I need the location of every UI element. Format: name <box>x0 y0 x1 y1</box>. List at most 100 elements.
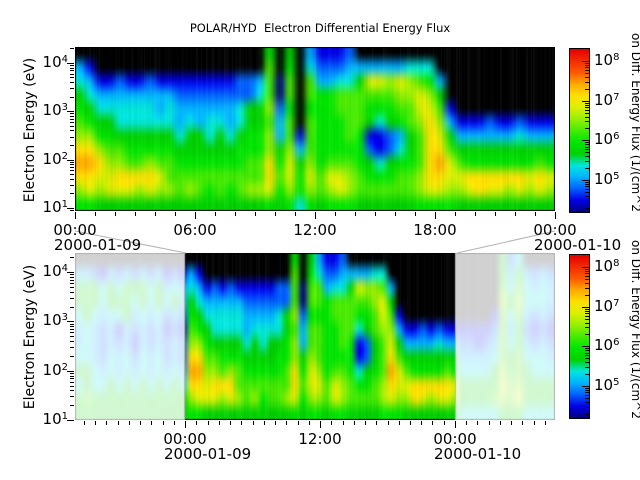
x-major-tick <box>75 212 76 219</box>
x-tick-date-label: 2000-01-09 <box>54 236 142 254</box>
x-minor-tick <box>208 421 209 425</box>
y-minor-tick <box>70 170 74 171</box>
x-major-tick <box>435 212 436 219</box>
y-minor-tick <box>70 324 74 325</box>
y-minor-tick <box>70 292 74 293</box>
y-minor-tick <box>70 274 74 275</box>
x-minor-tick <box>175 212 176 216</box>
x-minor-tick <box>295 212 296 216</box>
y-minor-tick <box>70 145 74 146</box>
y-minor-tick <box>70 341 74 342</box>
y-minor-tick <box>70 164 74 165</box>
x-minor-tick <box>415 212 416 216</box>
colorbar-tick-label: 105 <box>594 170 620 188</box>
x-tick-time-label: 00:00 <box>433 430 477 448</box>
x-tick-time-label: 12:00 <box>298 430 342 448</box>
y-minor-tick <box>70 356 74 357</box>
y-minor-tick <box>70 130 74 131</box>
y-minor-tick <box>70 82 74 83</box>
x-minor-tick <box>298 421 299 425</box>
y-major-tick <box>67 420 74 421</box>
y-minor-tick <box>70 162 74 163</box>
x-minor-tick <box>522 421 523 425</box>
x-minor-tick <box>475 212 476 216</box>
bottom-colorbar-canvas <box>570 255 589 418</box>
x-tick-time-label: 00:00 <box>533 221 577 239</box>
x-minor-tick <box>399 421 400 425</box>
x-minor-tick <box>545 421 546 425</box>
x-minor-tick <box>410 421 411 425</box>
x-minor-tick <box>230 421 231 425</box>
x-tick-time-label: 18:00 <box>413 221 457 239</box>
y-minor-tick <box>70 326 74 327</box>
bottom-spectrogram-canvas <box>75 253 555 420</box>
right-connector-line <box>456 230 556 254</box>
x-major-tick <box>195 212 196 219</box>
x-minor-tick <box>455 212 456 216</box>
y-major-tick <box>67 208 74 209</box>
x-minor-tick <box>444 421 445 425</box>
x-minor-tick <box>500 421 501 425</box>
y-minor-tick <box>70 122 74 123</box>
x-major-tick <box>315 212 316 219</box>
x-minor-tick <box>219 421 220 425</box>
x-minor-tick <box>253 421 254 425</box>
x-minor-tick <box>118 421 119 425</box>
y-minor-tick <box>70 329 74 330</box>
x-major-tick <box>555 212 556 219</box>
y-minor-tick <box>70 277 74 278</box>
bottom-colorbar-label: on Diff. Energy Flux (1/(cm^2 <box>629 240 640 419</box>
x-minor-tick <box>376 421 377 425</box>
x-minor-tick <box>106 421 107 425</box>
y-tick-label: 101 <box>42 410 68 428</box>
y-minor-tick <box>70 97 74 98</box>
x-minor-tick <box>196 421 197 425</box>
top-y-axis-label: Electron Energy (eV) <box>22 57 38 203</box>
x-minor-tick <box>275 421 276 425</box>
y-minor-tick <box>70 382 74 383</box>
x-minor-tick <box>421 421 422 425</box>
x-major-tick <box>455 421 456 428</box>
x-minor-tick <box>354 421 355 425</box>
y-minor-tick <box>70 378 74 379</box>
colorbar-tick-label: 108 <box>594 257 620 275</box>
y-minor-tick <box>70 113 74 114</box>
x-tick-date-label: 2000-01-10 <box>534 236 622 254</box>
x-minor-tick <box>255 212 256 216</box>
x-minor-tick <box>275 212 276 216</box>
colorbar-tick-label: 105 <box>594 376 620 394</box>
x-minor-tick <box>215 212 216 216</box>
colorbar-tick-label: 107 <box>594 297 620 315</box>
y-minor-tick <box>70 48 74 49</box>
y-minor-tick <box>70 65 74 66</box>
x-minor-tick <box>355 212 356 216</box>
x-minor-tick <box>309 421 310 425</box>
y-minor-tick <box>70 119 74 120</box>
y-minor-tick <box>70 167 74 168</box>
colorbar-tick-label: 108 <box>594 51 620 69</box>
top-colorbar-label: on Diff. Energy Flux (1/(cm^2 <box>629 33 640 212</box>
x-minor-tick <box>84 421 85 425</box>
x-tick-time-label: 12:00 <box>293 221 337 239</box>
x-minor-tick <box>241 421 242 425</box>
x-minor-tick <box>235 212 236 216</box>
y-minor-tick <box>70 185 74 186</box>
y-minor-tick <box>70 347 74 348</box>
top-colorbar-canvas <box>570 49 589 212</box>
x-tick-date-label: 2000-01-09 <box>164 445 252 463</box>
x-minor-tick <box>515 212 516 216</box>
colorbar-tick-label: 106 <box>594 336 620 354</box>
x-minor-tick <box>135 212 136 216</box>
x-minor-tick <box>432 421 433 425</box>
bottom-colorbar-border <box>569 254 590 419</box>
x-minor-tick <box>151 421 152 425</box>
y-minor-tick <box>70 298 74 299</box>
y-minor-tick <box>70 116 74 117</box>
x-minor-tick <box>343 421 344 425</box>
top-spectrogram-canvas <box>75 47 555 211</box>
x-minor-tick <box>331 421 332 425</box>
x-minor-tick <box>140 421 141 425</box>
x-tick-time-label: 06:00 <box>173 221 217 239</box>
y-minor-tick <box>70 283 74 284</box>
